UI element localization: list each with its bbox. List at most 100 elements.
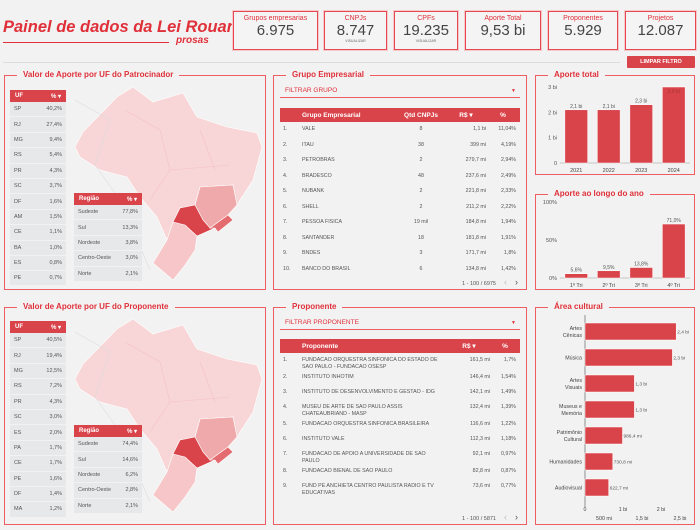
region-row[interactable]: Centro-Oeste 3,0%	[74, 251, 142, 267]
table-row[interactable]: 1. FUNDACAO ORQUESTRA SINFONICA DO ESTADO…	[280, 353, 520, 370]
bar[interactable]	[584, 478, 609, 497]
bar[interactable]	[584, 452, 614, 471]
uf-row[interactable]: AM 1,5%	[10, 210, 66, 226]
bar[interactable]	[584, 348, 673, 367]
brazil-map-proponente[interactable]	[0, 302, 270, 522]
next-page-icon[interactable]: ›	[515, 277, 518, 287]
bar[interactable]	[629, 104, 653, 164]
state-rj[interactable]	[209, 446, 234, 465]
kpi-cnpjs[interactable]: CNPJs 8.747 VISUALIZAR	[324, 11, 387, 50]
column-header[interactable]: Qtd CNPJs	[396, 108, 446, 122]
grupo-filter-dropdown[interactable]: FILTRAR GRUPO ▼	[280, 84, 520, 98]
uf-row[interactable]: SP 40,5%	[10, 333, 66, 349]
uf-row[interactable]: CE 1,1%	[10, 225, 66, 241]
kpi-grupos[interactable]: Grupos empresarias 6.975	[233, 11, 318, 50]
uf-row[interactable]: RS 7,2%	[10, 379, 66, 395]
uf-table-header[interactable]: UF % ▾	[10, 90, 66, 102]
uf-row[interactable]: BA 1,0%	[10, 241, 66, 256]
state-rj[interactable]	[209, 214, 234, 233]
region-row[interactable]: Centro-Oeste 2,8%	[74, 483, 142, 499]
table-row[interactable]: 4. MUSEU DE ARTE DE SAO PAULO ASSIS CHATE…	[280, 400, 520, 417]
uf-row[interactable]: PR 4,3%	[10, 395, 66, 410]
table-row[interactable]: 10. BANCO DO BRASIL 6 134,8 mi 1,42%	[280, 262, 520, 278]
header-pct-sort[interactable]: % ▾	[50, 93, 61, 100]
uf-row[interactable]: PE 0,7%	[10, 271, 66, 285]
table-row[interactable]: 2. INSTITUTO INHOTIM 146,4 mi 1,54%	[280, 370, 520, 385]
uf-row[interactable]: SP 40,2%	[10, 102, 66, 118]
uf-row[interactable]: CE 1,7%	[10, 456, 66, 472]
proponente-filter-dropdown[interactable]: FILTRAR PROPONENTE ▼	[280, 316, 520, 330]
region-row[interactable]: Sul 13,3%	[74, 220, 142, 236]
bar[interactable]	[597, 109, 621, 164]
brazil-map-patrocinador[interactable]	[0, 70, 270, 290]
column-header[interactable]: Grupo Empresarial	[302, 108, 396, 122]
uf-row[interactable]: PE 1,6%	[10, 472, 66, 487]
region-row[interactable]: Sul 14,6%	[74, 452, 142, 468]
table-row[interactable]: 9. FUND PE ANCHIETA CENTRO PAULISTA RADIO…	[280, 479, 520, 496]
prev-page-icon[interactable]: ‹	[504, 512, 507, 522]
bar[interactable]	[584, 374, 635, 393]
table-row[interactable]: 2. ITAU 38 399 mi 4,19%	[280, 138, 520, 154]
table-row[interactable]: 8. FUNDACAO BIENAL DE SAO PAULO 82,8 mi 0,8…	[280, 464, 520, 479]
uf-table-header[interactable]: UF % ▾	[10, 321, 66, 333]
region-row[interactable]: Norte 2,1%	[74, 267, 142, 282]
table-row[interactable]: 7. FUNDACAO DE APOIO A UNIVERSIDADE DE SA…	[280, 447, 520, 464]
table-row[interactable]: 4. BRADESCO 48 237,6 mi 2,49%	[280, 169, 520, 185]
column-header[interactable]: R$ ▾	[446, 108, 486, 122]
uf-row[interactable]: MG 9,4%	[10, 133, 66, 149]
prev-page-icon[interactable]: ‹	[504, 277, 507, 287]
bar[interactable]	[584, 400, 635, 419]
uf-row[interactable]: RJ 27,4%	[10, 117, 66, 133]
bar[interactable]	[662, 86, 686, 164]
region-row[interactable]: Nordeste 3,8%	[74, 236, 142, 252]
uf-row[interactable]: DF 1,4%	[10, 487, 66, 503]
region-row[interactable]: Sudeste 77,8%	[74, 205, 142, 221]
table-row[interactable]: 3. INSTITUTO DE DESENVOLVIMENTO E GESTAO …	[280, 385, 520, 400]
column-header[interactable]: %	[490, 339, 520, 353]
next-page-icon[interactable]: ›	[515, 512, 518, 522]
column-header[interactable]: %	[486, 108, 520, 122]
uf-row[interactable]: MA 1,2%	[10, 502, 66, 518]
region-south[interactable]	[152, 221, 198, 281]
table-row[interactable]: 5. NUBANK 2 221,8 mi 2,33%	[280, 184, 520, 200]
header-pct-sort[interactable]: % ▾	[126, 196, 137, 203]
bar[interactable]	[584, 426, 623, 445]
region-row[interactable]: Sudeste 74,4%	[74, 437, 142, 453]
table-row[interactable]: 9. BNDES 3 171,7 mi 1,8%	[280, 246, 520, 262]
uf-row[interactable]: ES 2,0%	[10, 425, 66, 441]
visualizar-link[interactable]: VISUALIZAR	[415, 39, 437, 43]
uf-row[interactable]: PR 4,3%	[10, 164, 66, 179]
uf-row[interactable]: ES 0,8%	[10, 256, 66, 272]
table-row[interactable]: 8. SANTANDER 18 181,8 mi 1,91%	[280, 231, 520, 247]
uf-row[interactable]: SC 3,0%	[10, 410, 66, 426]
uf-row[interactable]: RJ 19,4%	[10, 348, 66, 364]
table-row[interactable]: 6. INSTITUTO VALE 112,3 mi 1,18%	[280, 432, 520, 447]
kpi-cpfs[interactable]: CPFs 19.235 VISUALIZAR	[394, 11, 458, 50]
region-table-header[interactable]: Região % ▾	[74, 193, 142, 205]
bar[interactable]	[584, 322, 677, 341]
table-row[interactable]: 1. VALE 8 1,1 bi 11,04%	[280, 122, 520, 138]
column-header[interactable]: R$ ▾	[448, 339, 490, 353]
uf-row[interactable]: MG 12,5%	[10, 364, 66, 380]
uf-row[interactable]: RS 5,4%	[10, 148, 66, 164]
region-row[interactable]: Norte 2,1%	[74, 499, 142, 514]
bar[interactable]	[629, 267, 653, 279]
uf-row[interactable]: DF 1,6%	[10, 194, 66, 210]
bar[interactable]	[662, 223, 686, 279]
uf-row[interactable]: SC 3,7%	[10, 179, 66, 195]
table-row[interactable]: 5. FUNDACAO ORQUESTRA SINFONICA BRASILEIR…	[280, 417, 520, 432]
region-row[interactable]: Nordeste 6,2%	[74, 468, 142, 484]
clear-filter-button[interactable]: LIMPAR FILTRO	[627, 56, 695, 68]
uf-row[interactable]: PA 1,7%	[10, 441, 66, 457]
table-row[interactable]: 3. PETROBRAS 2 279,7 mi 2,94%	[280, 153, 520, 169]
bar[interactable]	[597, 270, 621, 279]
bar[interactable]	[564, 109, 588, 164]
header-pct-sort[interactable]: % ▾	[50, 324, 61, 331]
column-header[interactable]: Proponente	[302, 339, 448, 353]
region-table-header[interactable]: Região % ▾	[74, 425, 142, 437]
region-south[interactable]	[152, 453, 198, 513]
bar[interactable]	[564, 273, 588, 279]
visualizar-link[interactable]: VISUALIZAR	[345, 39, 366, 43]
header-pct-sort[interactable]: % ▾	[126, 428, 137, 435]
table-row[interactable]: 7. PESSOA FISICA 19 mil 184,8 mi 1,94%	[280, 215, 520, 231]
